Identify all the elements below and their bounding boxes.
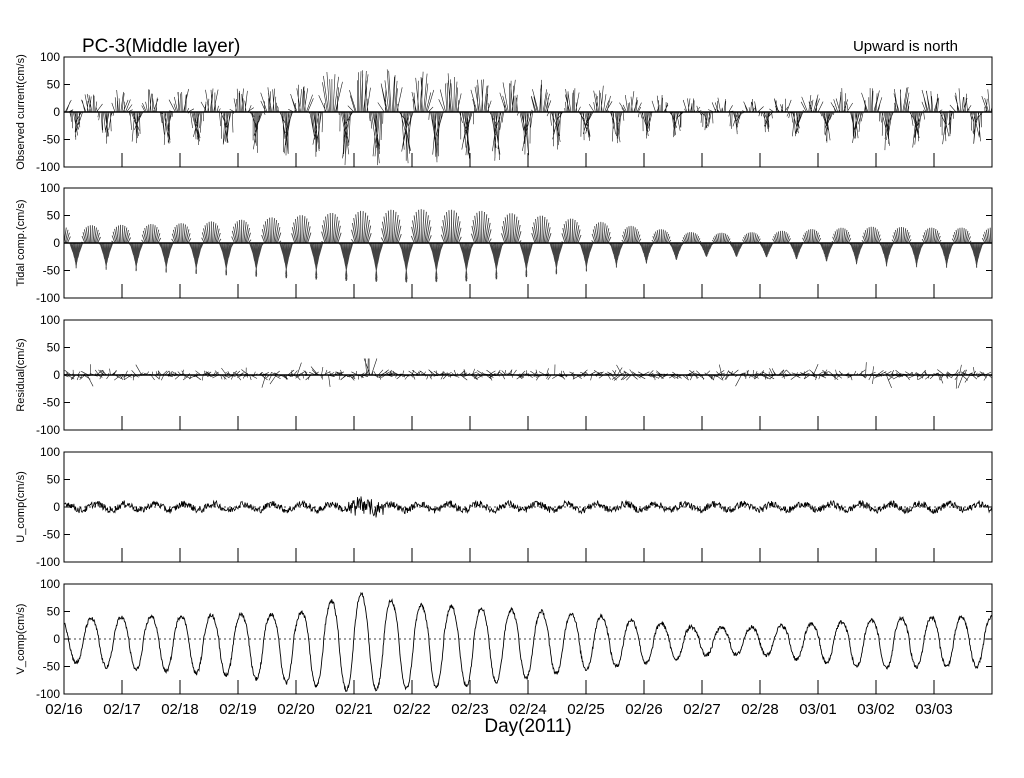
x-tick-label: 02/22 (393, 701, 431, 718)
orientation-note: Upward is north (853, 38, 958, 55)
panel-u_comp: U_comp(cm/s) 100 50 0 -50 -100 (15, 445, 993, 569)
y-tick-label: -50 (43, 660, 61, 674)
panel-residual: Residual(cm/s) 100 50 0 -50 -100 (15, 313, 993, 437)
panel-frame (63, 451, 993, 563)
y-tick-label: 50 (47, 473, 61, 487)
vector-sticks (64, 209, 992, 283)
y-tick-label: 50 (47, 78, 61, 92)
y-tick-label: -50 (43, 264, 61, 278)
y-tick-label: 100 (40, 577, 60, 591)
y-tick-label: 50 (47, 209, 61, 223)
u-series-line (64, 496, 992, 518)
x-tick-label: 02/26 (625, 701, 663, 718)
y-tick-label: 100 (40, 445, 60, 459)
y-axis-label: Observed current(cm/s) (15, 54, 27, 170)
y-axis-label: Residual(cm/s) (15, 338, 27, 411)
vector-sticks (64, 69, 992, 166)
x-tick-label: 02/19 (219, 701, 257, 718)
x-tick-label: 02/27 (683, 701, 721, 718)
plot-area (64, 209, 992, 283)
x-tick-label: 02/28 (741, 701, 779, 718)
y-tick-label: -100 (36, 160, 60, 174)
x-tick-label: 02/24 (509, 701, 547, 718)
y-tick-label: 100 (40, 50, 60, 64)
y-tick-label: 50 (47, 605, 61, 619)
x-tick-label: 02/25 (567, 701, 605, 718)
y-axis-label: Tidal comp.(cm/s) (15, 200, 27, 287)
figure-title: PC-3(Middle layer) (82, 36, 240, 57)
x-tick-label: 02/16 (45, 701, 83, 718)
x-tick-label: 03/03 (915, 701, 953, 718)
y-tick-label: 0 (53, 368, 60, 382)
plot-area (64, 496, 992, 518)
vector-sticks (64, 358, 992, 389)
panel-frame (63, 56, 993, 168)
y-tick-label: -100 (36, 555, 60, 569)
x-tick-labels: 02/16 02/17 02/18 02/19 02/20 02/21 02/22 02/23… (45, 701, 953, 718)
y-tick-label: 100 (40, 181, 60, 195)
y-tick-label: 100 (40, 313, 60, 327)
y-tick-label: -50 (43, 133, 61, 147)
y-tick-label: 0 (53, 632, 60, 646)
x-tick-label: 02/17 (103, 701, 141, 718)
x-tick-label: 02/18 (161, 701, 199, 718)
plot-area (64, 591, 992, 692)
x-tick-label: 02/21 (335, 701, 373, 718)
panel-frame (63, 319, 993, 431)
y-tick-label: -50 (43, 528, 61, 542)
x-tick-label: 02/20 (277, 701, 315, 718)
plot-area (64, 69, 992, 166)
plot-area (64, 358, 992, 389)
v-series-line (64, 591, 992, 692)
y-tick-label: 0 (53, 105, 60, 119)
panels: Observed current(cm/s) 100500-50-100Tidal… (15, 50, 993, 701)
panel-frame (63, 187, 993, 299)
y-axis-label: U_comp(cm/s) (15, 471, 27, 543)
panel-tidal: Tidal comp.(cm/s) 100 50 0 -50 -100 (15, 181, 993, 305)
panel-observed: Observed current(cm/s) 100 50 0 -50 -100 (15, 50, 993, 174)
y-tick-label: 0 (53, 500, 60, 514)
x-axis-label: Day(2011) (484, 716, 571, 737)
x-tick-label: 03/01 (799, 701, 837, 718)
y-tick-label: -100 (36, 291, 60, 305)
panel-v_comp: V_comp(cm/s) 100 50 0 -50 -100 (15, 577, 993, 701)
y-axis-label: V_comp(cm/s) (15, 604, 27, 675)
y-tick-label: -50 (43, 396, 61, 410)
panel-frame (63, 583, 993, 695)
y-tick-label: -100 (36, 423, 60, 437)
y-tick-label: 50 (47, 341, 61, 355)
y-tick-label: 0 (53, 236, 60, 250)
x-tick-label: 03/02 (857, 701, 895, 718)
x-tick-label: 02/23 (451, 701, 489, 718)
y-tick-label: -100 (36, 687, 60, 701)
